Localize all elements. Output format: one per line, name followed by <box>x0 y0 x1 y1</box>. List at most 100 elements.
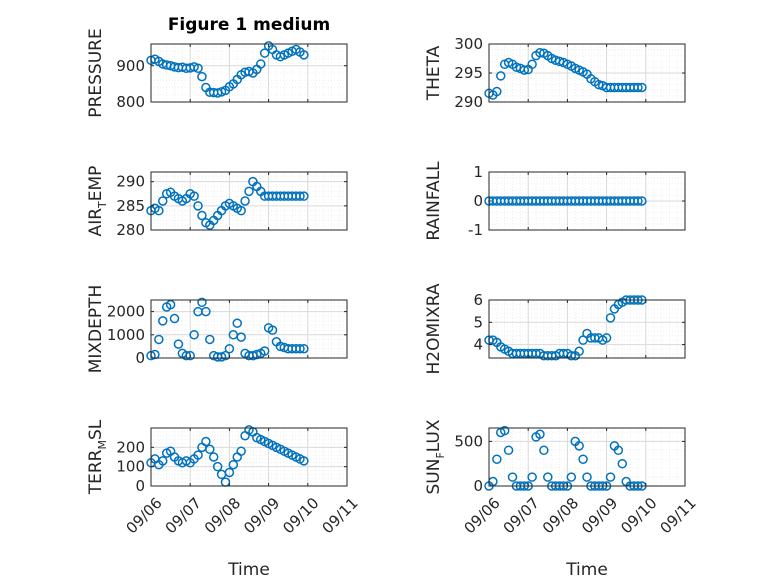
theta-data-point <box>519 65 530 75</box>
mixdepth-y-tick-label: 0 <box>135 349 145 367</box>
pressure-y-tick-label: 900 <box>116 57 145 75</box>
mixdepth-y-tick-label: 1000 <box>107 326 145 344</box>
mixdepth-data-point <box>165 299 176 310</box>
terr-msl-x-tick-label: 09/11 <box>318 494 361 537</box>
h2omixra-y-tick-label: 5 <box>473 313 483 331</box>
theta-data-point <box>633 82 643 93</box>
terr-msl-data-point <box>236 446 246 456</box>
mixdepth-data-point <box>236 332 246 342</box>
terr-msl-data-point <box>158 456 168 466</box>
pressure-y-axis-label: PRESSURE <box>86 28 106 117</box>
subplot-pressure: 800 900 PRESSURE <box>86 28 348 118</box>
terr-msl-x-tick-label: 09/08 <box>201 494 244 537</box>
air-temp-data-point <box>295 191 305 201</box>
sun-flux-data-point <box>492 454 502 464</box>
mixdepth-data-point <box>224 343 235 354</box>
h2omixra-data-point <box>601 333 612 343</box>
sun-flux-y-axis-label: SUNFLUX <box>424 419 447 494</box>
h2omixra-data-point <box>574 346 584 357</box>
terr-msl-y-tick-label: 200 <box>116 438 145 456</box>
mixdepth-data-point <box>154 334 164 345</box>
subplot-h2omixra: 4 5 6 H2OMIXRA <box>424 283 686 375</box>
terr-msl-y-tick-label: 0 <box>135 477 145 495</box>
theta-y-tick-label: 300 <box>454 35 483 53</box>
pressure-data-point <box>256 59 266 69</box>
terr-msl-x-tick-label: 09/09 <box>240 494 283 537</box>
mixdepth-data-point <box>173 339 184 349</box>
theta-data-point <box>535 47 545 58</box>
theta-data-point <box>637 82 647 93</box>
sun-flux-data-point <box>527 472 537 482</box>
subplot-air-temp: 280 285 290 AIRTEMP <box>86 166 348 239</box>
air-temp-data-point <box>193 201 203 211</box>
sun-flux-x-tick-label: 09/07 <box>500 494 543 537</box>
theta-data-point <box>496 71 506 81</box>
mixdepth-data-point <box>252 349 262 360</box>
air-temp-data-point <box>154 205 164 216</box>
sun-flux-y-tick-label: 0 <box>473 477 483 495</box>
sun-flux-x-tick-label: 09/08 <box>539 494 582 537</box>
terr-msl-data-point <box>193 450 203 460</box>
subplot-rainfall: -1 0 1 RAINFALL <box>424 161 686 241</box>
sun-flux-data-point <box>578 454 588 464</box>
sun-flux-data-point <box>566 472 577 482</box>
terr-msl-data-point <box>224 467 235 478</box>
air-temp-data-point <box>240 196 250 206</box>
sun-flux-data-point <box>605 472 616 482</box>
mixdepth-data-point <box>267 325 278 335</box>
sun-flux-data-point <box>499 425 510 436</box>
sun-flux-data-point <box>613 445 624 456</box>
mixdepth-data-point <box>232 318 242 328</box>
terr-msl-x-tick-label: 09/07 <box>162 494 205 537</box>
h2omixra-y-axis-label: H2OMIXRA <box>424 283 444 374</box>
mixdepth-axes-box <box>150 299 348 359</box>
air-temp-data-point <box>189 191 199 201</box>
rainfall-y-tick-label: 0 <box>473 192 483 210</box>
terr-msl-x-tick-label: 09/06 <box>122 494 165 537</box>
sun-flux-data-point <box>535 429 545 439</box>
rainfall-y-axis-label: RAINFALL <box>424 161 444 241</box>
h2omixra-data-point <box>605 313 616 323</box>
terr-msl-data-point <box>201 436 211 447</box>
subplot-grid: 800 900 PRESSURE 290 295 300 THETA 280 285 290 AIR… <box>86 28 700 580</box>
terr-msl-data-point <box>212 461 223 472</box>
air-temp-data-point <box>244 186 254 197</box>
air-temp-y-axis-label: AIRTEMP <box>86 166 109 237</box>
theta-data-point <box>492 86 502 97</box>
pressure-axes-box <box>150 43 348 103</box>
pressure-data-point <box>197 71 207 82</box>
mixdepth-data-point <box>299 343 309 354</box>
theta-data-point <box>527 59 537 70</box>
rainfall-data-point <box>633 196 643 206</box>
terr-msl-x-tick-label: 09/10 <box>279 494 322 537</box>
mixdepth-data-point <box>201 306 211 317</box>
theta-data-point <box>511 62 522 72</box>
figure-title: Figure 1 medium <box>168 15 330 35</box>
air-temp-axes-box <box>150 171 348 231</box>
theta-y-tick-label: 290 <box>454 93 483 111</box>
terr-msl-data-point <box>228 459 239 470</box>
air-temp-data-point <box>236 205 246 216</box>
mixdepth-data-point <box>197 297 207 308</box>
terr-msl-axes-box <box>150 427 348 487</box>
pressure-data-point <box>193 63 203 74</box>
mixdepth-data-point <box>259 346 270 356</box>
rainfall-y-tick-label: 1 <box>473 163 483 181</box>
sun-flux-x-tick-label: 09/11 <box>656 494 699 537</box>
mixdepth-data-point <box>169 313 180 324</box>
pressure-y-tick-label: 800 <box>116 93 145 111</box>
sun-flux-data-point <box>507 472 518 482</box>
sun-flux-x-tick-label: 09/06 <box>460 494 503 537</box>
terr-msl-data-point <box>205 444 215 455</box>
terr-msl-y-tick-label: 100 <box>116 458 145 476</box>
rainfall-data-point <box>637 196 647 206</box>
sun-flux-data-point <box>539 445 549 456</box>
theta-y-axis-label: THETA <box>424 45 444 101</box>
mixdepth-data-point <box>205 334 215 345</box>
air-temp-y-tick-label: 285 <box>116 197 145 215</box>
mixdepth-data-point <box>185 350 195 361</box>
theta-data-point <box>594 79 604 90</box>
air-temp-data-point <box>299 191 309 201</box>
